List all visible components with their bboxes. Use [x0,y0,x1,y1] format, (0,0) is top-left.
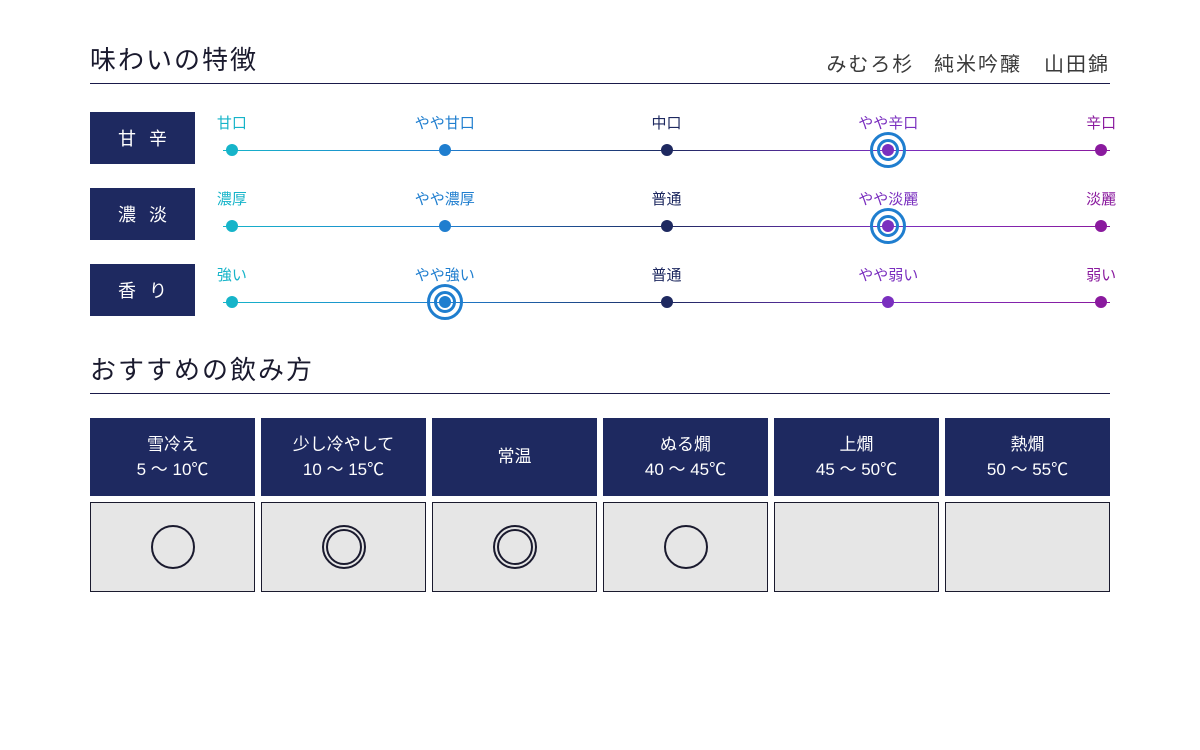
scale-label: 濃淡 [90,188,195,240]
serving-temp: 45 〜 50℃ [816,457,897,483]
scale-track: 甘口やや甘口中口やや辛口辛口 [223,112,1110,164]
mark-good-icon [151,525,195,569]
serving-column: 熱燗50 〜 55℃ [945,418,1110,592]
mark-best-icon [322,525,366,569]
section-title-taste: 味わいの特徴 [90,40,258,77]
serving-column: 上燗45 〜 50℃ [774,418,939,592]
scale-label: 香り [90,264,195,316]
taste-scales: 甘辛甘口やや甘口中口やや辛口辛口濃淡濃厚やや濃厚普通やや淡麗淡麗香り強いやや強い… [90,112,1110,316]
mark-best-icon [493,525,537,569]
serving-temp: 10 〜 15℃ [303,457,384,483]
serving-label: 熱燗 [1011,432,1045,458]
scale-stop-marker [647,130,687,170]
serving-body [603,502,768,592]
serving-label: 常温 [498,444,532,470]
serving-body [945,502,1110,592]
scale-stop-marker [1081,206,1121,246]
scale-stop-marker [425,130,465,170]
scale-stop-marker [868,130,908,170]
serving-head: 雪冷え5 〜 10℃ [90,418,255,496]
serving-head: 上燗45 〜 50℃ [774,418,939,496]
serving-head: 熱燗50 〜 55℃ [945,418,1110,496]
scale-stop-marker [425,206,465,246]
scale-stop-marker [647,206,687,246]
scale-stop-marker [868,282,908,322]
scale-row: 甘辛甘口やや甘口中口やや辛口辛口 [90,112,1110,164]
serving-table: 雪冷え5 〜 10℃少し冷やして10 〜 15℃常温ぬる燗40 〜 45℃上燗4… [90,418,1110,592]
scale-stop-marker [647,282,687,322]
serving-label: 上燗 [840,432,874,458]
serving-label: ぬる燗 [660,432,711,458]
scale-track: 濃厚やや濃厚普通やや淡麗淡麗 [223,188,1110,240]
scale-stop-marker [425,282,465,322]
serving-body [261,502,426,592]
scale-stop-marker [212,206,252,246]
scale-label: 甘辛 [90,112,195,164]
product-name: みむろ杉 純米吟醸 山田錦 [826,48,1110,77]
taste-header: 味わいの特徴 みむろ杉 純米吟醸 山田錦 [90,40,1110,84]
serving-temp: 40 〜 45℃ [645,457,726,483]
scale-stop-marker [212,130,252,170]
serving-column: ぬる燗40 〜 45℃ [603,418,768,592]
serving-temp: 50 〜 55℃ [987,457,1068,483]
serving-column: 少し冷やして10 〜 15℃ [261,418,426,592]
scale-stop-marker [868,206,908,246]
serving-body [90,502,255,592]
serving-temp: 5 〜 10℃ [137,457,209,483]
serving-body [774,502,939,592]
serving-label: 少し冷やして [293,432,395,458]
scale-track: 強いやや強い普通やや弱い弱い [223,264,1110,316]
serving-label: 雪冷え [147,432,198,458]
scale-row: 香り強いやや強い普通やや弱い弱い [90,264,1110,316]
serving-head: 常温 [432,418,597,496]
section-title-serving: おすすめの飲み方 [90,350,1110,394]
serving-column: 雪冷え5 〜 10℃ [90,418,255,592]
serving-head: ぬる燗40 〜 45℃ [603,418,768,496]
scale-stop-marker [212,282,252,322]
mark-good-icon [664,525,708,569]
scale-stop-marker [1081,282,1121,322]
serving-head: 少し冷やして10 〜 15℃ [261,418,426,496]
serving-body [432,502,597,592]
serving-column: 常温 [432,418,597,592]
scale-stop-marker [1081,130,1121,170]
scale-row: 濃淡濃厚やや濃厚普通やや淡麗淡麗 [90,188,1110,240]
